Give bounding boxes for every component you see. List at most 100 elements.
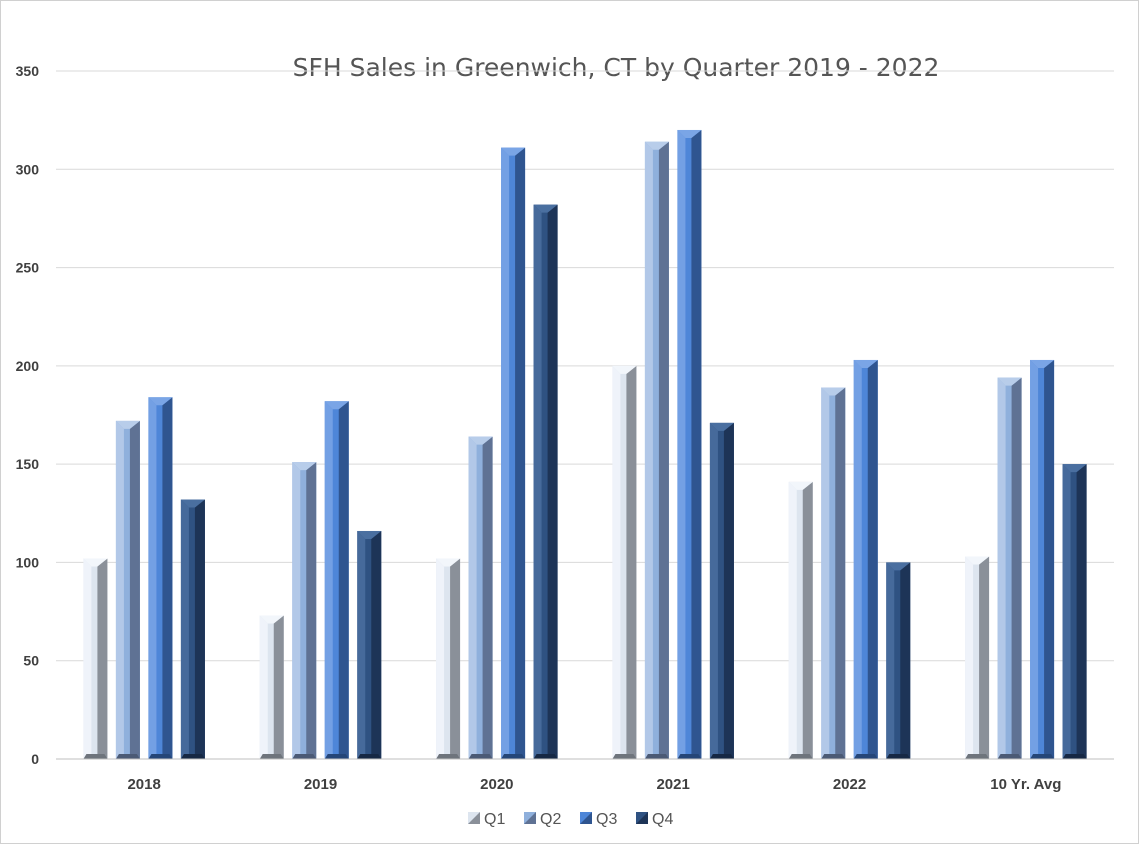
bar-bottom-bevel bbox=[83, 754, 108, 759]
bar-bottom-bevel bbox=[644, 754, 669, 759]
bar-left-bevel bbox=[965, 556, 974, 759]
bar-bottom-bevel bbox=[853, 754, 878, 759]
y-tick-label-100: 100 bbox=[16, 554, 40, 570]
bar-right-side bbox=[162, 397, 173, 759]
bar-bottom-bevel bbox=[468, 754, 493, 759]
bar-left-bevel bbox=[821, 387, 830, 759]
x-tick-label-2020: 2020 bbox=[480, 776, 513, 793]
bar-right-side bbox=[835, 387, 846, 759]
bar-bottom-bevel bbox=[436, 754, 461, 759]
bar-right-side bbox=[626, 365, 637, 759]
bar-left-bevel bbox=[853, 359, 862, 759]
bar-right-side bbox=[194, 499, 205, 759]
bar-q3-2020 bbox=[501, 147, 526, 760]
bar-right-side bbox=[306, 462, 317, 759]
bar-left-bevel bbox=[644, 141, 653, 759]
bar-left-bevel bbox=[886, 562, 895, 759]
bar-bottom-bevel bbox=[357, 754, 382, 759]
bar-top-bevel bbox=[533, 204, 558, 213]
bar-bottom-bevel bbox=[612, 754, 637, 759]
bar-bottom-bevel bbox=[324, 754, 349, 759]
bar-q1-2021 bbox=[612, 365, 637, 759]
bar-bottom-bevel bbox=[501, 754, 526, 759]
legend-swatch-shade-q4 bbox=[636, 812, 648, 824]
bar-top-bevel bbox=[677, 129, 702, 138]
bar-top-bevel bbox=[148, 397, 173, 406]
bars bbox=[83, 129, 1087, 760]
bar-top-bevel bbox=[324, 401, 349, 410]
bar-q2-2019 bbox=[292, 462, 317, 759]
bar-left-bevel bbox=[115, 420, 124, 759]
bar-right-side bbox=[1044, 359, 1055, 759]
bar-q3-2019 bbox=[324, 401, 349, 759]
bar-left-bevel bbox=[677, 129, 686, 759]
bar-left-bevel bbox=[324, 401, 333, 759]
bar-bottom-bevel bbox=[709, 754, 734, 759]
y-tick-label-0: 0 bbox=[31, 751, 39, 767]
bar-right-side bbox=[515, 147, 526, 760]
y-tick-label-350: 350 bbox=[16, 63, 40, 79]
bar-top-bevel bbox=[436, 558, 461, 567]
chart-title: SFH Sales in Greenwich, CT by Quarter 20… bbox=[293, 53, 940, 82]
bar-bottom-bevel bbox=[259, 754, 284, 759]
bar-bottom-bevel bbox=[533, 754, 558, 759]
y-tick-label-50: 50 bbox=[23, 653, 39, 669]
legend-item-q2: Q2 bbox=[524, 811, 561, 828]
bar-top-bevel bbox=[886, 562, 911, 571]
bar-left-bevel bbox=[357, 530, 366, 759]
legend-swatch-shade-q1 bbox=[468, 812, 480, 824]
bar-top-bevel bbox=[357, 530, 382, 539]
x-tick-label-2022: 2022 bbox=[833, 776, 866, 793]
bar-left-bevel bbox=[997, 377, 1006, 759]
bar-q2-2020 bbox=[468, 436, 493, 759]
bar-left-bevel bbox=[533, 204, 542, 759]
bar-q1-2020 bbox=[436, 558, 461, 759]
bar-bottom-bevel bbox=[115, 754, 140, 759]
bar-top-bevel bbox=[115, 420, 140, 429]
y-tick-label-200: 200 bbox=[16, 358, 40, 374]
bar-q3-10-yr-avg bbox=[1030, 359, 1055, 759]
bar-right-side bbox=[371, 530, 382, 759]
bar-left-bevel bbox=[468, 436, 477, 759]
bar-right-side bbox=[867, 359, 878, 759]
bar-top-bevel bbox=[292, 462, 317, 471]
legend-swatch-shade-q3 bbox=[580, 812, 592, 824]
bar-q4-2022 bbox=[886, 562, 911, 759]
bar-right-side bbox=[1076, 464, 1087, 759]
bar-right-side bbox=[482, 436, 493, 759]
legend-label-q1: Q1 bbox=[484, 811, 505, 828]
bar-right-side bbox=[273, 615, 284, 759]
bar-q4-2019 bbox=[357, 530, 382, 759]
bar-bottom-bevel bbox=[965, 754, 990, 759]
bar-right-side bbox=[97, 558, 108, 759]
gridlines bbox=[56, 70, 1114, 662]
bar-q3-2022 bbox=[853, 359, 878, 759]
bar-bottom-bevel bbox=[821, 754, 846, 759]
bar-q1-2022 bbox=[788, 481, 813, 759]
x-tick-label-2018: 2018 bbox=[127, 776, 160, 793]
bar-top-bevel bbox=[965, 556, 990, 565]
bar-top-bevel bbox=[468, 436, 493, 445]
bar-right-side bbox=[338, 401, 349, 759]
bar-top-bevel bbox=[501, 147, 526, 156]
bar-right-side bbox=[900, 562, 911, 759]
bar-left-bevel bbox=[292, 462, 301, 759]
legend-swatch-shade-q2 bbox=[524, 812, 536, 824]
bar-q3-2018 bbox=[148, 397, 173, 759]
bar-left-bevel bbox=[436, 558, 445, 759]
legend-label-q2: Q2 bbox=[540, 811, 561, 828]
x-tick-label-2019: 2019 bbox=[304, 776, 337, 793]
bar-right-side bbox=[450, 558, 461, 759]
bar-q2-2021 bbox=[644, 141, 669, 759]
bar-right-side bbox=[802, 481, 813, 759]
bar-top-bevel bbox=[83, 558, 108, 567]
bar-top-bevel bbox=[853, 359, 878, 368]
bar-right-side bbox=[723, 422, 734, 759]
bar-q4-2018 bbox=[180, 499, 205, 759]
legend-label-q3: Q3 bbox=[596, 811, 617, 828]
bar-q1-10-yr-avg bbox=[965, 556, 990, 759]
bar-left-bevel bbox=[612, 365, 621, 759]
bar-top-bevel bbox=[1062, 464, 1087, 473]
